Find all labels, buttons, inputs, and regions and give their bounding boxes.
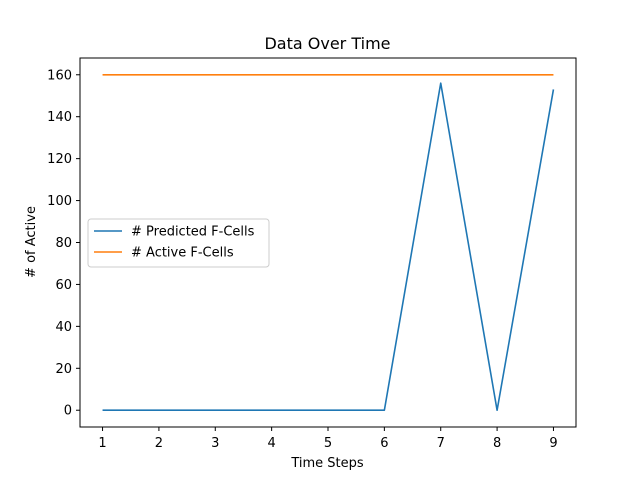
axes: 1 2 3 4 5 6 7 8 9 0 20 40 60 80 100 120 140 160 xyxy=(47,57,577,451)
x-tick-label: 5 xyxy=(324,436,332,451)
x-tick-label: 9 xyxy=(549,436,557,451)
y-tick-label: 80 xyxy=(55,236,72,251)
y-tick-label: 160 xyxy=(47,68,72,83)
y-tick-label: 40 xyxy=(55,320,72,335)
x-tick-label: 8 xyxy=(493,436,501,451)
chart-title: Data Over Time xyxy=(264,34,390,53)
y-tick-label: 0 xyxy=(64,404,72,419)
legend-label-2: # Active F-Cells xyxy=(131,246,234,261)
x-tick-label: 6 xyxy=(380,436,388,451)
series-line-1 xyxy=(102,82,555,412)
legend-label-1: # Predicted F-Cells xyxy=(131,225,255,240)
legend: # Predicted F-Cells # Active F-Cells xyxy=(87,218,270,268)
y-axis-label: # of Active xyxy=(24,206,39,278)
y-tick-label: 120 xyxy=(47,152,72,167)
y-tick-label: 60 xyxy=(55,278,72,293)
plot-area xyxy=(102,73,555,412)
legend-box xyxy=(87,218,270,268)
y-tick-label: 100 xyxy=(47,194,72,209)
x-tick-label: 1 xyxy=(98,436,106,451)
x-tick-label: 4 xyxy=(267,436,275,451)
x-axis-label: Time Steps xyxy=(290,456,364,471)
x-tick-label: 3 xyxy=(211,436,219,451)
y-tick-label: 20 xyxy=(55,362,72,377)
y-tick-label: 140 xyxy=(47,110,72,125)
x-tick-label: 2 xyxy=(155,436,163,451)
x-tick-label: 7 xyxy=(437,436,445,451)
